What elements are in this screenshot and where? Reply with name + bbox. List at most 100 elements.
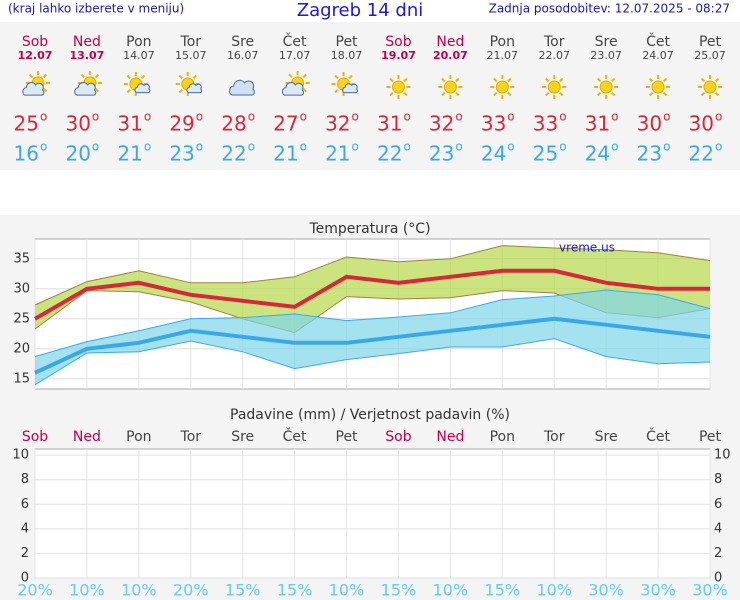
degree: o (663, 140, 670, 154)
sun-ray (596, 91, 602, 97)
temp-min: 23 (429, 142, 454, 166)
rain-probability: 20% (173, 581, 209, 600)
rain-probability: 10% (329, 581, 365, 600)
sun-ray (700, 77, 706, 83)
sun-ray (389, 77, 394, 83)
degree: o (40, 140, 47, 154)
weather-icon (74, 71, 102, 96)
sun-ray (441, 77, 446, 83)
sun-ray (42, 73, 48, 79)
range-band (35, 290, 710, 385)
sun-ray (493, 77, 498, 83)
temp-max: 32 (429, 112, 454, 136)
day-date: 22.07 (538, 49, 570, 62)
degree: o (144, 140, 151, 154)
forecast-bg (0, 22, 740, 170)
sun (443, 80, 457, 94)
rain-probability: 30% (640, 581, 676, 600)
sun-ray (94, 87, 100, 93)
sun-ray (403, 91, 408, 97)
temp-max: 30 (637, 112, 662, 136)
x-tick-label: Sre (231, 429, 254, 445)
sun-ray (42, 87, 48, 93)
temp-min: 25 (533, 142, 558, 166)
sun-ray (441, 91, 446, 97)
x-tick-label: Sob (22, 429, 48, 445)
y-tick-label: 30 (13, 281, 30, 296)
weather-icon (229, 79, 255, 96)
degree: o (507, 140, 514, 154)
sun-ray (648, 91, 654, 97)
sun-ray (403, 77, 408, 83)
temp-max: 32 (325, 112, 350, 136)
weather-icon (386, 75, 411, 99)
degree: o (611, 140, 618, 154)
degree: o (403, 140, 410, 154)
temp-min: 22 (689, 142, 714, 166)
menu-note: (kraj lahko izberete v meniju) (8, 2, 184, 16)
day-name: Čet (646, 32, 670, 50)
x-tick-label: Čet (646, 427, 670, 445)
sun-ray (126, 88, 131, 94)
weather-icon (490, 75, 515, 99)
sun-ray (334, 88, 339, 94)
day-date: 19.07 (381, 49, 416, 62)
day-date: 21.07 (487, 49, 519, 62)
degree: o (559, 110, 566, 124)
temp-min: 22 (377, 142, 402, 166)
sun-ray (596, 77, 602, 83)
weather-icon (438, 75, 463, 99)
day-date: 13.07 (70, 49, 105, 62)
y-tick-label: 0 (21, 571, 29, 586)
day-date: 16.07 (227, 49, 259, 62)
page-title: Zagreb 14 dni (297, 0, 423, 21)
sun-ray (455, 77, 460, 83)
plot-area (34, 448, 711, 579)
x-tick-label: Pet (699, 429, 722, 445)
sun-ray (455, 91, 460, 97)
temp-max: 25 (14, 112, 39, 136)
weather-icon (646, 75, 671, 99)
weather-icon (282, 71, 310, 96)
weather-icon (542, 75, 567, 99)
rain-probability: 15% (381, 581, 417, 600)
sun-ray (302, 73, 307, 79)
degree: o (248, 140, 255, 154)
sun-ray (611, 77, 616, 83)
sun-ray (288, 73, 293, 79)
degree: o (300, 110, 307, 124)
degree: o (248, 110, 255, 124)
weather-icon (123, 72, 151, 96)
x-tick-label: Pon (490, 429, 515, 445)
sun-ray (126, 74, 131, 80)
degree: o (455, 140, 462, 154)
day-date: 23.07 (590, 49, 622, 62)
day-name: Sob (385, 34, 411, 50)
cloud (74, 82, 97, 96)
temp-max: 30 (689, 112, 714, 136)
day-date: 17.07 (279, 49, 311, 62)
day-name: Ned (73, 34, 101, 50)
weather-icon (175, 72, 203, 96)
degree: o (507, 110, 514, 124)
rain-probability: 15% (485, 581, 521, 600)
x-tick-label: Ned (73, 429, 101, 445)
sun-ray (192, 74, 197, 80)
rain-probability: 15% (225, 581, 261, 600)
temp-max: 33 (533, 112, 558, 136)
degree: o (92, 140, 99, 154)
sun-ray (94, 73, 100, 79)
day-name: Čet (283, 32, 307, 50)
x-tick-label: Pet (336, 429, 359, 445)
degree: o (559, 140, 566, 154)
sun-ray (302, 87, 307, 93)
degree: o (455, 110, 462, 124)
weather-icon (594, 75, 619, 99)
y2-tick-label: 8 (714, 472, 722, 487)
sun (651, 80, 665, 94)
chart-title: Padavine (mm) / Verjetnost padavin (%) (230, 407, 510, 423)
day-date: 25.07 (694, 49, 726, 62)
degree: o (300, 140, 307, 154)
sun-ray (507, 77, 512, 83)
